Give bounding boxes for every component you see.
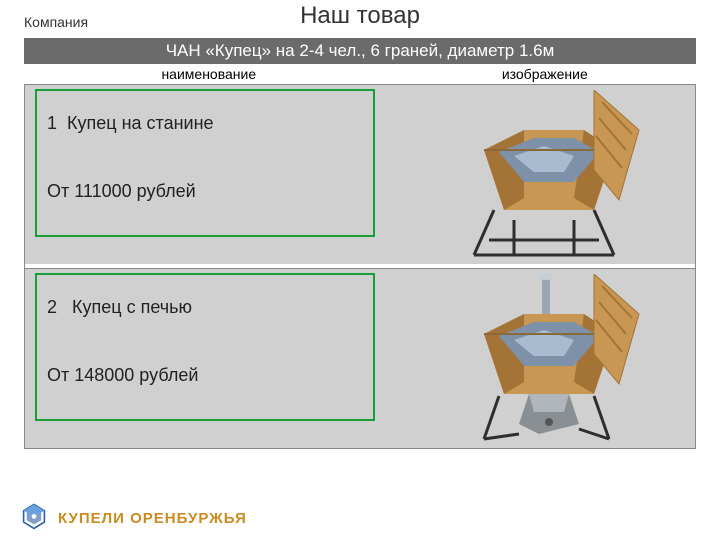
column-headers: наименование изображение — [24, 64, 696, 84]
cell-image — [394, 269, 696, 448]
item-price: От 148000 рублей — [47, 365, 198, 386]
item-name: Купец с печью — [72, 297, 192, 317]
cell-name: 1 Купец на станине От 111000 рублей — [25, 85, 394, 264]
cell-image — [394, 85, 696, 264]
cell-name: 2 Купец с печью От 148000 рублей — [25, 269, 394, 448]
table-row: 1 Купец на станине От 111000 рублей — [25, 84, 695, 264]
product-illustration — [444, 90, 644, 260]
logo-text: КУПЕЛИ ОРЕНБУРЖЬЯ — [58, 510, 247, 527]
table-row: 2 Купец с печью От 148000 рублей — [25, 268, 695, 448]
subtitle-bar: ЧАН «Купец» на 2-4 чел., 6 граней, диаме… — [24, 38, 696, 64]
item-price: От 111000 рублей — [47, 181, 196, 202]
item-num: 2 — [47, 297, 57, 317]
page-title: Наш товар — [300, 2, 420, 30]
col-header-name: наименование — [24, 66, 394, 82]
item-name: Купец на станине — [67, 113, 214, 133]
col-header-image: изображение — [394, 66, 696, 82]
highlight-box — [35, 273, 375, 421]
item-title: 2 Купец с печью — [47, 297, 192, 318]
logo-icon — [18, 502, 50, 534]
item-title: 1 Купец на станине — [47, 113, 214, 134]
product-table: 1 Купец на станине От 111000 рублей — [24, 84, 696, 449]
highlight-box — [35, 89, 375, 237]
item-num: 1 — [47, 113, 57, 133]
logo: КУПЕЛИ ОРЕНБУРЖЬЯ — [18, 502, 247, 534]
product-illustration — [444, 274, 644, 444]
company-label: Компания — [24, 14, 88, 30]
